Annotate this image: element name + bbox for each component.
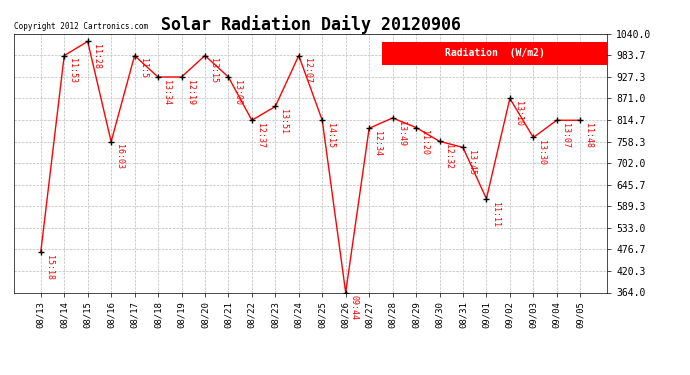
Title: Solar Radiation Daily 20120906: Solar Radiation Daily 20120906 xyxy=(161,15,460,34)
Text: 11:20: 11:20 xyxy=(420,130,429,155)
Text: 11:28: 11:28 xyxy=(92,44,101,69)
Text: 12:19: 12:19 xyxy=(186,80,195,105)
Text: 13:00: 13:00 xyxy=(233,80,241,105)
Text: 13:07: 13:07 xyxy=(561,123,570,148)
Text: 13:10: 13:10 xyxy=(514,101,523,126)
Text: 14:15: 14:15 xyxy=(326,123,335,148)
Text: Copyright 2012 Cartronics.com: Copyright 2012 Cartronics.com xyxy=(14,22,148,31)
Text: 12:07: 12:07 xyxy=(303,58,312,83)
Text: 15:18: 15:18 xyxy=(45,255,54,280)
Text: 13:30: 13:30 xyxy=(538,140,546,165)
Text: 12:32: 12:32 xyxy=(444,144,453,169)
Text: 13:51: 13:51 xyxy=(279,109,288,134)
Text: 11:5: 11:5 xyxy=(139,58,148,78)
Text: 13:49: 13:49 xyxy=(397,121,406,146)
Text: 13:45: 13:45 xyxy=(467,150,476,175)
Text: 11:11: 11:11 xyxy=(491,201,500,226)
Text: 16:03: 16:03 xyxy=(115,144,124,170)
Text: 11:53: 11:53 xyxy=(68,58,77,83)
Text: 11:48: 11:48 xyxy=(584,123,593,148)
Text: 13:15: 13:15 xyxy=(209,58,218,83)
Text: 09:44: 09:44 xyxy=(350,295,359,320)
Text: 12:37: 12:37 xyxy=(256,123,265,148)
Text: 12:34: 12:34 xyxy=(373,131,382,156)
Text: 13:34: 13:34 xyxy=(162,80,171,105)
